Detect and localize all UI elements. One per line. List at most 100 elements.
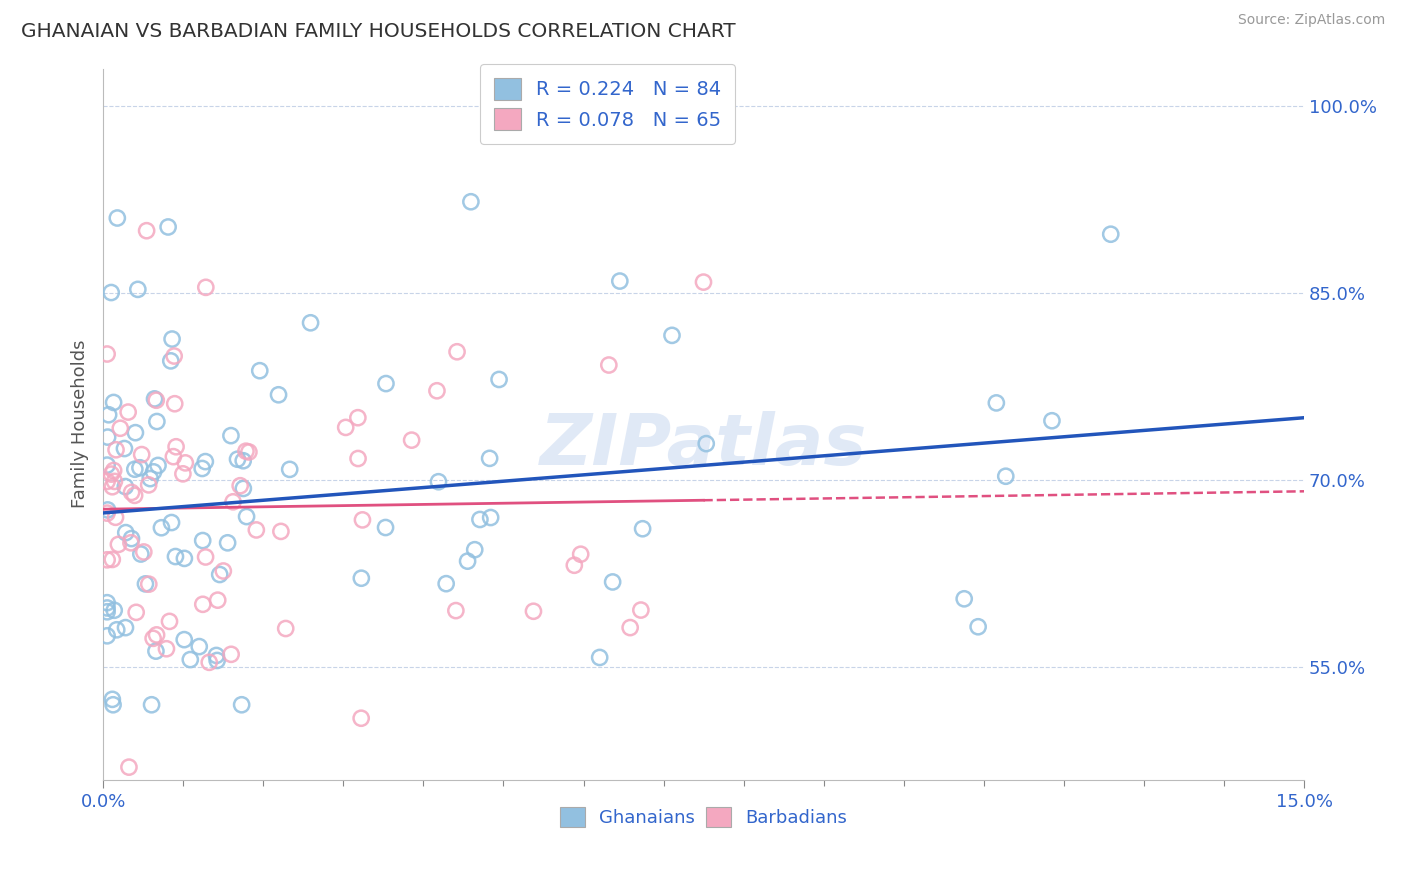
Point (205, 648, 228, 663)
Point (96, 629, 118, 643)
Point (101, 480, 124, 494)
Y-axis label: Family Households: Family Households (72, 340, 89, 508)
Point (217, 536, 239, 550)
Point (695, 436, 717, 450)
Point (602, 574, 624, 589)
Point (446, 344, 468, 359)
Point (598, 358, 620, 372)
Point (347, 451, 370, 466)
Text: GHANAIAN VS BARBADIAN FAMILY HOUSEHOLDS CORRELATION CHART: GHANAIAN VS BARBADIAN FAMILY HOUSEHOLDS … (21, 22, 735, 41)
Point (191, 461, 214, 475)
Point (155, 641, 177, 656)
Point (270, 524, 292, 539)
Point (107, 537, 129, 551)
Point (374, 520, 396, 534)
Point (460, 194, 482, 209)
Point (96, 605, 118, 619)
Point (104, 510, 127, 524)
Point (208, 567, 231, 582)
Point (198, 656, 221, 670)
Point (129, 547, 152, 561)
Point (160, 332, 183, 346)
Point (146, 415, 169, 429)
Point (121, 485, 143, 500)
Point (145, 644, 167, 658)
Point (191, 597, 214, 611)
Point (118, 760, 141, 774)
Point (569, 547, 592, 561)
Point (630, 603, 652, 617)
Point (105, 442, 128, 457)
Point (661, 328, 683, 343)
Point (179, 652, 201, 666)
Point (194, 454, 217, 468)
Point (165, 549, 187, 564)
Point (103, 603, 125, 617)
Point (145, 393, 167, 408)
Point (231, 698, 253, 712)
Point (352, 513, 374, 527)
Point (347, 410, 370, 425)
Point (278, 462, 301, 476)
Point (97, 503, 120, 517)
Text: ZIPatlas: ZIPatlas (540, 411, 868, 480)
Point (100, 467, 122, 482)
Point (589, 650, 612, 665)
Point (139, 472, 162, 486)
Point (103, 463, 125, 477)
Point (142, 632, 165, 646)
Point (97, 430, 120, 444)
Point (124, 425, 146, 440)
Point (249, 364, 271, 378)
Point (188, 640, 211, 654)
Text: Source: ZipAtlas.com: Source: ZipAtlas.com (1237, 13, 1385, 28)
Point (994, 469, 1017, 483)
Point (692, 275, 714, 289)
Point (232, 482, 254, 496)
Point (124, 488, 146, 502)
Point (1040, 414, 1063, 428)
Point (219, 428, 242, 442)
Point (401, 433, 423, 447)
Point (138, 478, 160, 492)
Point (479, 510, 502, 524)
Point (172, 467, 194, 481)
Point (96, 601, 118, 615)
Point (205, 653, 228, 667)
Point (100, 285, 122, 300)
Point (127, 282, 149, 296)
Point (159, 354, 181, 368)
Point (468, 512, 491, 526)
Point (299, 316, 322, 330)
Point (235, 444, 257, 458)
Point (150, 521, 173, 535)
Point (96, 553, 118, 567)
Point (229, 479, 252, 493)
Point (953, 591, 976, 606)
Point (427, 475, 450, 489)
Point (163, 397, 186, 411)
Point (212, 564, 235, 578)
Point (174, 456, 197, 470)
Point (105, 623, 128, 637)
Point (457, 554, 479, 568)
Point (114, 442, 136, 456)
Point (110, 421, 132, 435)
Point (142, 465, 165, 479)
Point (232, 454, 254, 468)
Point (135, 224, 157, 238)
Point (219, 648, 242, 662)
Point (143, 392, 166, 406)
Point (129, 460, 152, 475)
Point (235, 509, 257, 524)
Point (114, 479, 136, 493)
Point (238, 445, 260, 459)
Point (226, 452, 249, 467)
Point (267, 388, 290, 402)
Legend: Ghanaians, Barbadians: Ghanaians, Barbadians (553, 799, 855, 835)
Point (478, 451, 501, 466)
Point (146, 458, 169, 473)
Point (194, 549, 217, 564)
Point (101, 692, 124, 706)
Point (96, 458, 118, 472)
